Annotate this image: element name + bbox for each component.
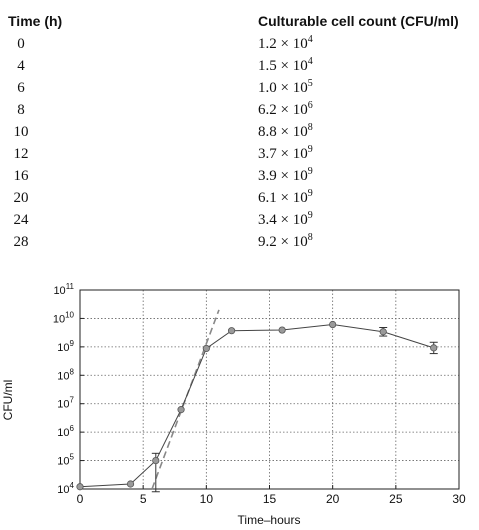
- y-tick-label: 105: [57, 453, 74, 468]
- table-row: 8 6.2 × 106: [0, 100, 479, 126]
- count-cell: 9.2 × 108: [258, 232, 313, 251]
- table-row: 0 1.2 × 104: [0, 34, 479, 60]
- x-tick-label: 0: [77, 492, 84, 506]
- y-tick-exponent: 11: [66, 282, 75, 291]
- x-tick-label: 10: [200, 492, 214, 506]
- table-row: 12 3.7 × 109: [0, 144, 479, 170]
- time-cell: 6: [17, 80, 25, 96]
- y-tick-label: 106: [57, 424, 74, 439]
- count-cell: 3.9 × 109: [258, 166, 313, 185]
- data-point: [152, 456, 160, 465]
- count-cell: 1.5 × 104: [258, 56, 313, 75]
- data-point: [126, 480, 135, 488]
- time-cell: 16: [13, 168, 29, 184]
- data-point: [76, 483, 84, 491]
- data-point: [430, 344, 438, 352]
- count-cell: 1.2 × 104: [258, 34, 313, 53]
- y-tick-label: 1011: [53, 282, 74, 297]
- y-tick-exponent: 4: [70, 481, 75, 490]
- data-points: [76, 320, 438, 491]
- count-cell: 8.8 × 108: [258, 122, 313, 141]
- y-tick-label: 1010: [53, 310, 75, 325]
- count-cell: 3.4 × 109: [258, 210, 313, 229]
- x-axis-ticks: 0 5 10 15 20 25 30: [77, 485, 466, 506]
- x-tick-label: 5: [140, 492, 147, 506]
- data-point: [379, 328, 387, 336]
- x-axis-label: Time–hours: [238, 513, 301, 527]
- y-tick-label: 109: [57, 339, 74, 354]
- x-tick-label: 15: [263, 492, 277, 506]
- y-tick-exponent: 8: [70, 367, 75, 376]
- data-point: [228, 327, 236, 335]
- time-cell: 12: [13, 146, 29, 162]
- y-tick-label: 108: [57, 367, 74, 382]
- y-tick-exponent: 6: [70, 424, 75, 433]
- time-cell: 10: [13, 124, 29, 140]
- header-cell-count: Culturable cell count (CFU/ml): [258, 13, 459, 29]
- table-row: 24 3.4 × 109: [0, 210, 479, 236]
- table-row: 16 3.9 × 109: [0, 166, 479, 192]
- data-table: Time (h) Culturable cell count (CFU/ml) …: [0, 0, 479, 262]
- grid-lines: [80, 290, 459, 489]
- x-tick-label: 20: [326, 492, 340, 506]
- table-row: 20 6.1 × 109: [0, 188, 479, 214]
- table-row: 10 8.8 × 108: [0, 122, 479, 148]
- time-cell: 20: [13, 190, 29, 206]
- time-cell: 8: [17, 102, 25, 118]
- count-cell: 6.2 × 106: [258, 100, 313, 119]
- table-row: 4 1.5 × 104: [0, 56, 479, 82]
- trend-line: [151, 309, 220, 490]
- y-tick-label: 107: [57, 396, 74, 411]
- error-bars: [151, 326, 438, 493]
- time-cell: 4: [17, 58, 25, 74]
- header-time: Time (h): [8, 13, 63, 29]
- table-row: 6 1.0 × 105: [0, 78, 479, 104]
- time-cell: 0: [17, 36, 25, 52]
- y-tick-exponent: 7: [70, 396, 75, 405]
- time-cell: 24: [13, 212, 29, 228]
- count-cell: 6.1 × 109: [258, 188, 313, 207]
- time-cell: 28: [13, 234, 29, 250]
- y-tick-label: 104: [57, 481, 74, 496]
- series-line: [79, 324, 434, 488]
- data-point: [202, 344, 210, 353]
- y-tick-exponent: 9: [70, 339, 75, 348]
- count-cell: 3.7 × 109: [258, 144, 313, 163]
- data-point: [329, 320, 337, 329]
- y-axis-label: CFU/ml: [1, 380, 15, 421]
- x-tick-label: 30: [452, 492, 466, 506]
- y-tick-exponent: 5: [70, 453, 75, 462]
- data-point: [278, 326, 286, 334]
- count-cell: 1.0 × 105: [258, 78, 313, 97]
- y-tick-exponent: 10: [65, 310, 74, 319]
- x-tick-label: 25: [389, 492, 403, 506]
- data-point: [177, 406, 185, 414]
- table-row: 28 9.2 × 108: [0, 232, 479, 258]
